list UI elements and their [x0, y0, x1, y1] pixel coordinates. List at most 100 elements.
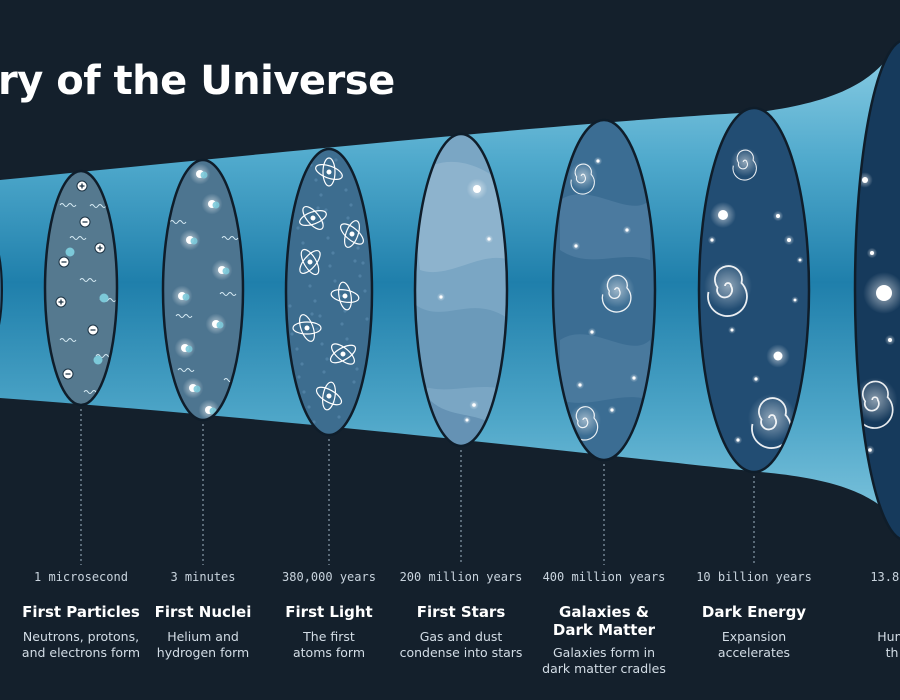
epoch-dark-energy — [697, 106, 811, 474]
photon-wave-3 — [79, 278, 97, 282]
photon-wave-4 — [177, 368, 195, 372]
epoch-outline — [853, 39, 900, 541]
stage-time-present-day: 13.8 b — [870, 570, 900, 584]
star-2 — [574, 244, 578, 248]
epoch-first-nuclei — [161, 158, 245, 422]
star-4 — [465, 418, 469, 422]
epoch-outline — [284, 147, 374, 437]
star-1 — [876, 285, 892, 301]
stage-time-galaxies-dark-matter: 400 million years — [542, 570, 666, 584]
stage-name-first-nuclei: First Nuclei — [154, 603, 252, 621]
charged-particle-2 — [94, 242, 106, 254]
stage-name-galaxies-dark-matter: Galaxies & Dark Matter — [552, 603, 656, 639]
stage-desc-dark-energy: Expansion accelerates — [717, 629, 791, 660]
star-3 — [590, 330, 594, 334]
charged-particle-5 — [87, 324, 99, 336]
star-4 — [773, 351, 783, 361]
photon-wave-1 — [89, 204, 107, 208]
star-1 — [487, 237, 491, 241]
star-8 — [730, 328, 734, 332]
neutron-1 — [93, 355, 103, 365]
stage-desc-first-light: The first atoms form — [292, 629, 365, 660]
stage-time-first-nuclei: 3 minutes — [170, 570, 236, 584]
galaxy-0 — [730, 147, 760, 181]
star-3 — [888, 338, 892, 342]
star-3 — [710, 238, 714, 242]
epoch-first-stars — [413, 132, 509, 448]
charged-particle-0 — [76, 180, 88, 192]
neutron-2 — [65, 247, 75, 257]
epoch-outline — [551, 118, 657, 462]
stage-desc-first-stars: Gas and dust condense into stars — [399, 629, 523, 660]
epoch-outline — [697, 106, 811, 474]
stage-desc-first-nuclei: Helium and hydrogen form — [156, 629, 250, 660]
stage-time-first-stars: 200 million years — [399, 570, 523, 584]
neutron-0 — [99, 293, 109, 303]
atom-5 — [292, 314, 322, 342]
photon-wave-0 — [169, 220, 187, 224]
star-6 — [610, 408, 614, 412]
atom-0 — [315, 157, 343, 187]
epoch-first-particles — [43, 169, 119, 407]
photon-wave-2 — [175, 314, 193, 318]
atom-2 — [340, 220, 364, 248]
atom-1 — [299, 206, 327, 230]
galaxy-2 — [748, 394, 796, 449]
photon-wave-4 — [59, 338, 77, 342]
star-5 — [578, 383, 582, 387]
star-0 — [718, 210, 728, 220]
star-4 — [632, 376, 636, 380]
stage-name-first-light: First Light — [285, 603, 373, 621]
star-5 — [754, 377, 758, 381]
photon-wave-1 — [221, 236, 239, 240]
epoch-outline — [43, 169, 119, 407]
star-9 — [793, 298, 797, 302]
atom-3 — [299, 248, 321, 276]
star-2 — [439, 295, 443, 299]
stage-name-first-particles: First Particles — [22, 603, 140, 621]
stage-desc-galaxies-dark-matter: Galaxies form in dark matter cradles — [542, 645, 666, 676]
charged-particle-3 — [58, 256, 70, 268]
stage-name-dark-energy: Dark Energy — [701, 603, 807, 621]
atom-4 — [330, 281, 360, 311]
epoch-galaxies-dark-matter — [551, 118, 657, 462]
star-6 — [736, 438, 740, 442]
star-2 — [787, 238, 791, 242]
stage-time-dark-energy: 10 billion years — [696, 570, 812, 584]
epoch-first-light — [284, 147, 374, 437]
star-2 — [870, 251, 874, 255]
charged-particle-6 — [62, 368, 74, 380]
stage-time-first-light: 380,000 years — [282, 570, 376, 584]
atom-7 — [315, 381, 343, 411]
stage-time-first-particles: 1 microsecond — [34, 570, 128, 584]
epoch-present-day — [853, 39, 900, 541]
star-1 — [776, 214, 780, 218]
epoch-ellipse — [45, 171, 117, 405]
galaxy-1 — [599, 272, 635, 313]
star-7 — [798, 258, 802, 262]
galaxy-0 — [855, 377, 898, 429]
epoch-ellipse — [699, 108, 809, 472]
charged-particle-4 — [55, 296, 67, 308]
page-title: ry of the Universe — [0, 58, 395, 104]
stage-name-first-stars: First Stars — [416, 603, 506, 621]
galaxy-1 — [704, 262, 752, 317]
photon-wave-0 — [59, 203, 77, 207]
atom-6 — [329, 343, 357, 365]
star-3 — [472, 403, 476, 407]
star-0 — [473, 185, 481, 193]
charged-particle-1 — [79, 216, 91, 228]
star-0 — [596, 159, 600, 163]
photon-wave-3 — [219, 292, 237, 296]
epoch-outline — [413, 132, 509, 448]
galaxy-2 — [569, 404, 601, 441]
stage-desc-present-day: Hum th — [877, 629, 900, 660]
star-0 — [862, 177, 868, 183]
star-1 — [625, 228, 629, 232]
epoch-outline — [161, 158, 245, 422]
epoch-sliver-left — [0, 254, 3, 326]
star-4 — [868, 448, 872, 452]
stage-desc-first-particles: Neutrons, protons, and electrons form — [21, 629, 141, 660]
photon-wave-2 — [69, 236, 87, 240]
